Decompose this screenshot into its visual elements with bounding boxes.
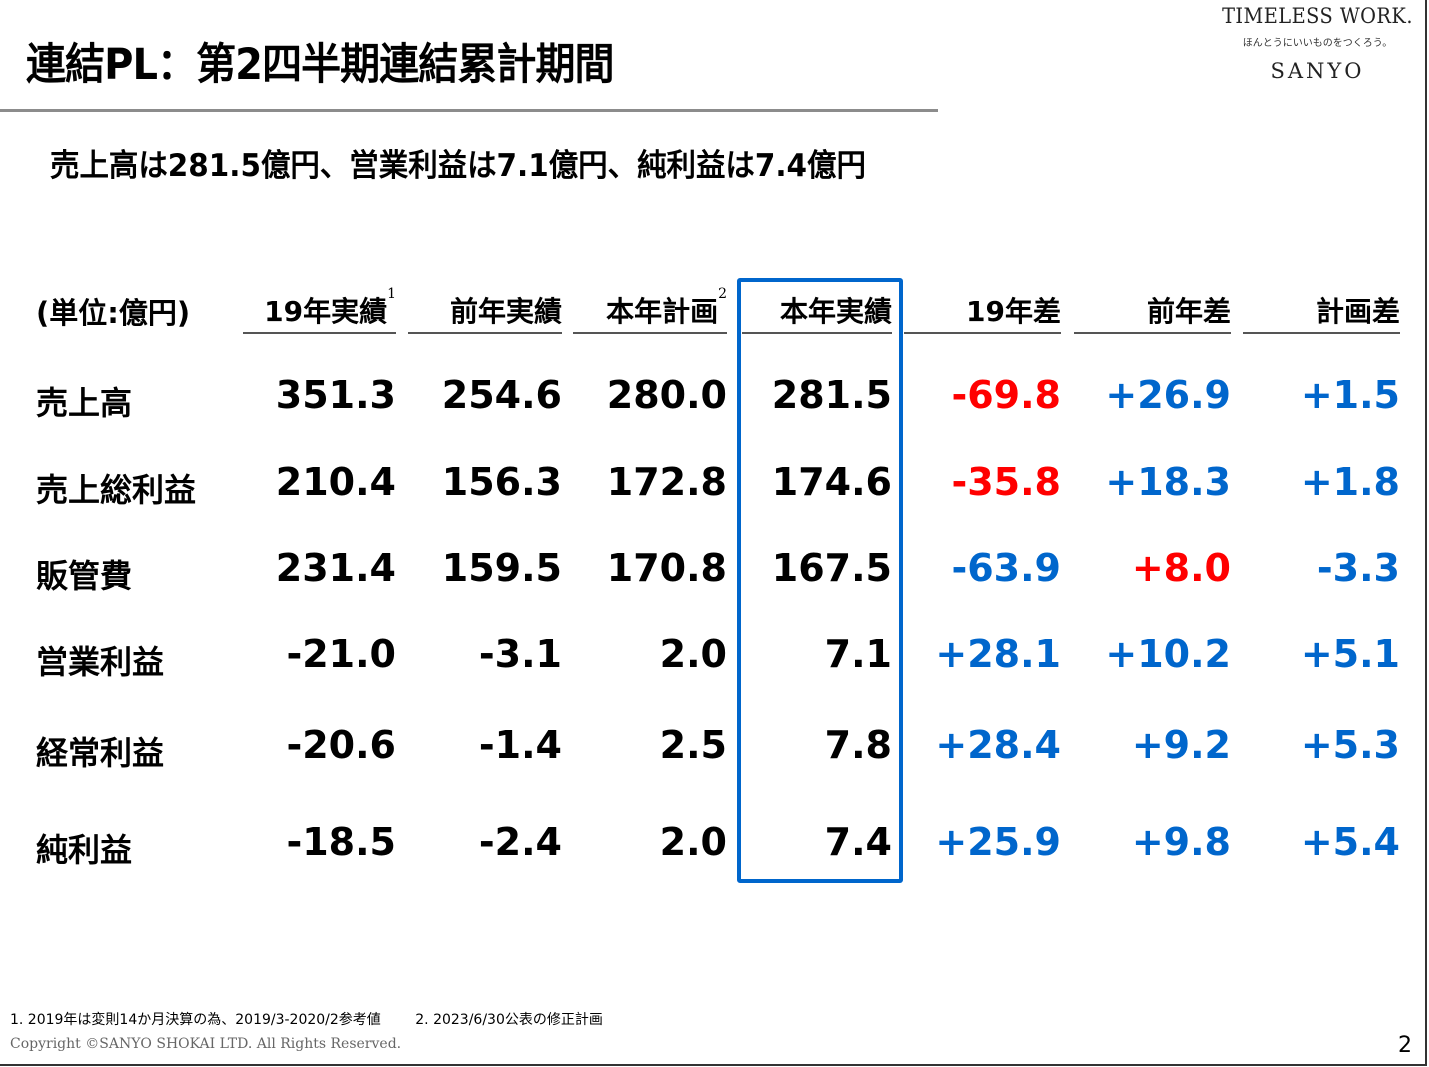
cell-value: 7.8 — [824, 723, 892, 767]
cell-diff: +28.4 — [935, 723, 1061, 767]
cell-diff: -63.9 — [951, 546, 1061, 590]
col-header-diff-plan: 計画差 — [1243, 290, 1400, 334]
title-divider — [0, 109, 938, 112]
cell-value: -3.1 — [478, 632, 562, 676]
cell-diff: -35.8 — [951, 460, 1061, 504]
current-actual-highlight-box — [737, 278, 903, 883]
cell-value: 156.3 — [441, 460, 562, 504]
cell-value: 172.8 — [606, 460, 727, 504]
logo-tagline-jp: ほんとうにいいものをつくろう。 — [1242, 38, 1393, 49]
row-label: 経常利益 — [36, 734, 165, 772]
cell-diff: +10.2 — [1105, 632, 1231, 676]
cell-value: 7.1 — [824, 632, 892, 676]
cell-diff: +5.1 — [1300, 632, 1400, 676]
row-label: 販管費 — [36, 557, 133, 595]
cell-diff: -69.8 — [951, 373, 1061, 417]
cell-value: 170.8 — [606, 546, 727, 590]
footnote-ref: 2 — [718, 286, 727, 302]
cell-diff: +8.0 — [1131, 546, 1231, 590]
row-label: 純利益 — [36, 831, 133, 869]
logo-tagline-en: TIMELESS WORK. — [1222, 4, 1413, 28]
copyright: Copyright ©SANYO SHOKAI LTD. All Rights … — [10, 1036, 402, 1052]
footnote-2: 2. 2023/6/30公表の修正計画 — [415, 1012, 603, 1028]
cell-value: 231.4 — [275, 546, 396, 590]
page-number: 2 — [1398, 1033, 1412, 1058]
cell-diff: +1.8 — [1300, 460, 1400, 504]
cell-diff: +5.3 — [1300, 723, 1400, 767]
cell-value: 351.3 — [275, 373, 396, 417]
cell-value: -1.4 — [478, 723, 562, 767]
footnotes: 1. 2019年は変則14か月決算の為、2019/3-2020/2参考値 2. … — [10, 1009, 633, 1029]
col-header-label: 計画差 — [1315, 295, 1400, 328]
cell-value: 2.0 — [659, 820, 727, 864]
col-header-label: 本年計画 — [606, 295, 719, 328]
col-header-current-actual: 本年実績 — [742, 290, 892, 334]
col-header-label: 前年実績 — [449, 295, 562, 328]
cell-value: 281.5 — [771, 373, 892, 417]
cell-diff: +26.9 — [1105, 373, 1231, 417]
col-header-label: 19年実績 — [264, 295, 388, 328]
cell-value: 167.5 — [771, 546, 892, 590]
cell-value: 7.4 — [824, 820, 892, 864]
footnote-ref: 1 — [387, 286, 396, 302]
col-header-diff-2019: 19年差 — [904, 290, 1061, 334]
page-title: 連結PL：第2四半期連結累計期間 — [26, 40, 615, 90]
col-header-2019-actual: 19年実績1 — [243, 286, 396, 334]
unit-label: (単位:億円) — [36, 296, 191, 330]
cell-diff: +25.9 — [935, 820, 1061, 864]
cell-diff: +1.5 — [1300, 373, 1400, 417]
cell-value: 280.0 — [606, 373, 727, 417]
cell-diff: +5.4 — [1300, 820, 1400, 864]
col-header-label: 本年実績 — [779, 295, 892, 328]
cell-diff: +18.3 — [1105, 460, 1231, 504]
cell-value: 174.6 — [771, 460, 892, 504]
cell-diff: -3.3 — [1316, 546, 1400, 590]
cell-value: 2.5 — [659, 723, 727, 767]
cell-value: -2.4 — [478, 820, 562, 864]
logo-brand: SANYO — [1270, 59, 1365, 83]
cell-value: -20.6 — [286, 723, 396, 767]
company-logo: TIMELESS WORK. ほんとうにいいものをつくろう。 SANYO — [1210, 4, 1425, 83]
cell-diff: +28.1 — [935, 632, 1061, 676]
cell-value: 254.6 — [441, 373, 562, 417]
cell-value: 210.4 — [275, 460, 396, 504]
cell-value: 159.5 — [441, 546, 562, 590]
col-header-prior-year-actual: 前年実績 — [408, 290, 562, 334]
footnote-1: 1. 2019年は変則14か月決算の為、2019/3-2020/2参考値 — [10, 1012, 381, 1028]
row-label: 売上高 — [36, 384, 133, 422]
summary-headline: 売上高は281.5億円、営業利益は7.1億円、純利益は7.4億円 — [50, 148, 866, 184]
cell-value: -21.0 — [286, 632, 396, 676]
row-label: 営業利益 — [36, 643, 165, 681]
row-label: 売上総利益 — [36, 471, 197, 509]
col-header-label: 19年差 — [966, 295, 1061, 328]
cell-value: -18.5 — [286, 820, 396, 864]
col-header-plan: 本年計画2 — [573, 286, 727, 334]
cell-value: 2.0 — [659, 632, 727, 676]
col-header-diff-prior-year: 前年差 — [1074, 290, 1231, 334]
col-header-label: 前年差 — [1146, 295, 1231, 328]
cell-diff: +9.8 — [1131, 820, 1231, 864]
cell-diff: +9.2 — [1131, 723, 1231, 767]
